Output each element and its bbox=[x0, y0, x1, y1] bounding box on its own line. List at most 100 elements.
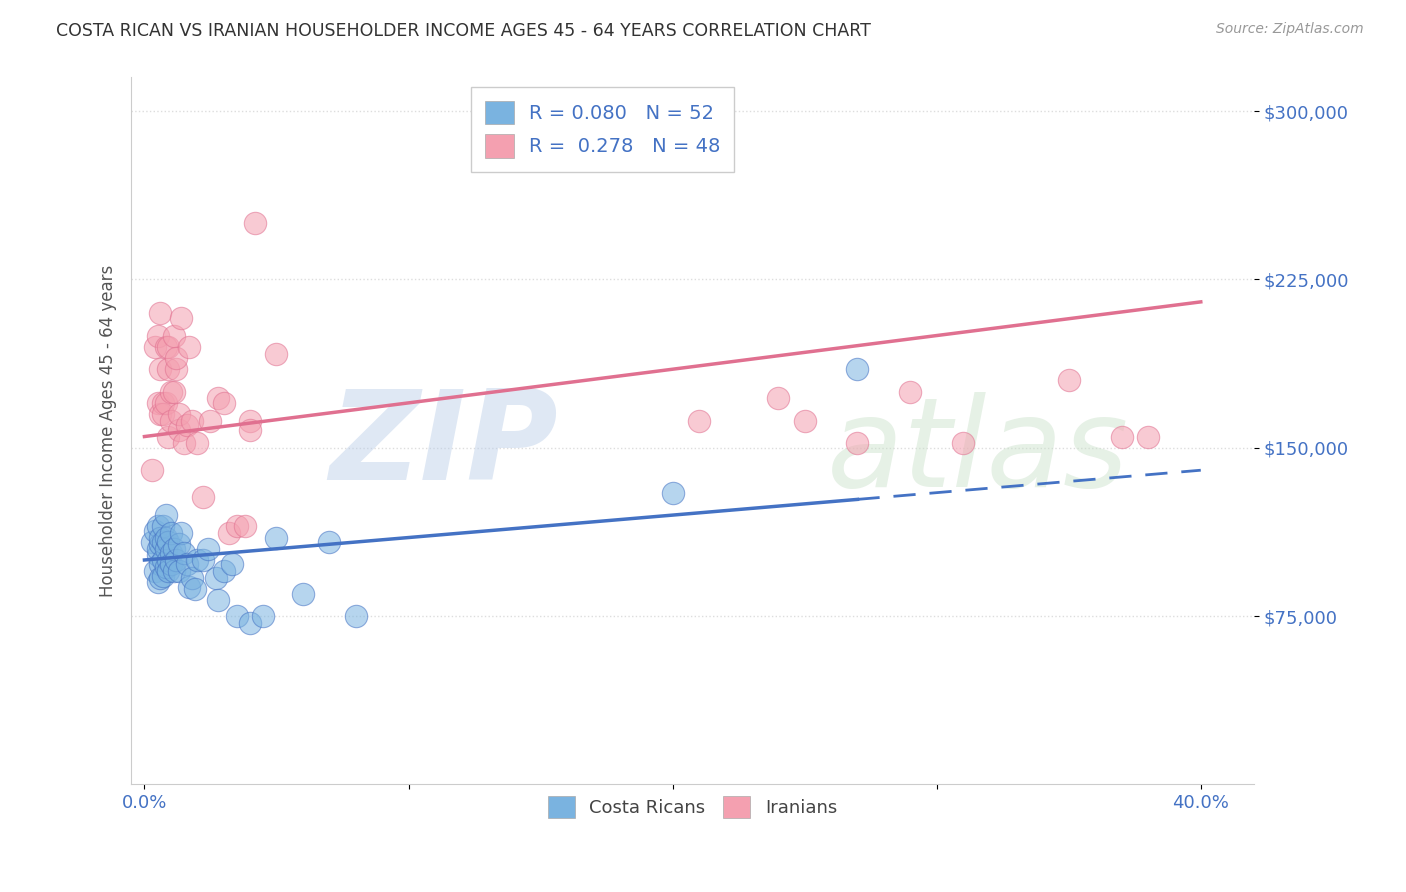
Text: atlas: atlas bbox=[827, 392, 1129, 513]
Point bbox=[173, 436, 195, 450]
Point bbox=[167, 423, 190, 437]
Point bbox=[149, 306, 172, 320]
Point bbox=[239, 423, 262, 437]
Point bbox=[146, 549, 169, 563]
Point bbox=[318, 535, 340, 549]
Point bbox=[167, 564, 190, 578]
Point bbox=[162, 541, 184, 556]
Point bbox=[291, 587, 314, 601]
Point bbox=[149, 537, 172, 551]
Point bbox=[157, 535, 180, 549]
Point bbox=[141, 535, 163, 549]
Point bbox=[191, 553, 214, 567]
Point bbox=[221, 558, 243, 572]
Point bbox=[225, 609, 247, 624]
Point bbox=[155, 340, 177, 354]
Point bbox=[162, 328, 184, 343]
Point bbox=[146, 519, 169, 533]
Point bbox=[160, 526, 183, 541]
Point bbox=[149, 558, 172, 572]
Point bbox=[165, 553, 187, 567]
Point bbox=[160, 414, 183, 428]
Point bbox=[239, 414, 262, 428]
Point bbox=[176, 558, 198, 572]
Point bbox=[1057, 373, 1080, 387]
Point bbox=[186, 553, 208, 567]
Point bbox=[167, 537, 190, 551]
Point bbox=[165, 362, 187, 376]
Point bbox=[207, 593, 229, 607]
Point bbox=[266, 346, 288, 360]
Point bbox=[212, 396, 235, 410]
Point bbox=[152, 407, 174, 421]
Point bbox=[146, 328, 169, 343]
Point bbox=[167, 407, 190, 421]
Point bbox=[143, 524, 166, 538]
Point bbox=[768, 392, 790, 406]
Point bbox=[152, 535, 174, 549]
Point bbox=[155, 508, 177, 522]
Point bbox=[212, 564, 235, 578]
Point bbox=[1111, 429, 1133, 443]
Point bbox=[197, 541, 219, 556]
Point bbox=[952, 436, 974, 450]
Point bbox=[155, 396, 177, 410]
Point bbox=[157, 564, 180, 578]
Point bbox=[181, 414, 204, 428]
Point bbox=[152, 519, 174, 533]
Point bbox=[152, 396, 174, 410]
Y-axis label: Householder Income Ages 45 - 64 years: Householder Income Ages 45 - 64 years bbox=[100, 265, 117, 597]
Point bbox=[233, 519, 256, 533]
Point bbox=[149, 407, 172, 421]
Legend: Costa Ricans, Iranians: Costa Ricans, Iranians bbox=[540, 789, 845, 825]
Point bbox=[146, 396, 169, 410]
Point bbox=[181, 571, 204, 585]
Point bbox=[266, 531, 288, 545]
Point bbox=[149, 362, 172, 376]
Point bbox=[160, 558, 183, 572]
Point bbox=[898, 384, 921, 399]
Point bbox=[179, 340, 201, 354]
Point bbox=[239, 615, 262, 630]
Point bbox=[165, 351, 187, 365]
Point bbox=[155, 531, 177, 545]
Point bbox=[688, 414, 710, 428]
Point bbox=[846, 436, 869, 450]
Point bbox=[245, 216, 267, 230]
Point bbox=[200, 414, 222, 428]
Point bbox=[155, 559, 177, 574]
Point bbox=[204, 571, 226, 585]
Point bbox=[155, 541, 177, 556]
Text: Source: ZipAtlas.com: Source: ZipAtlas.com bbox=[1216, 22, 1364, 37]
Point bbox=[157, 362, 180, 376]
Point bbox=[218, 526, 240, 541]
Point bbox=[207, 392, 229, 406]
Point bbox=[143, 340, 166, 354]
Point bbox=[793, 414, 815, 428]
Point bbox=[157, 553, 180, 567]
Point bbox=[170, 310, 193, 325]
Point bbox=[846, 362, 869, 376]
Point bbox=[179, 580, 201, 594]
Point bbox=[157, 429, 180, 443]
Point bbox=[141, 463, 163, 477]
Text: COSTA RICAN VS IRANIAN HOUSEHOLDER INCOME AGES 45 - 64 YEARS CORRELATION CHART: COSTA RICAN VS IRANIAN HOUSEHOLDER INCOM… bbox=[56, 22, 872, 40]
Point bbox=[252, 609, 274, 624]
Point bbox=[160, 384, 183, 399]
Text: ZIP: ZIP bbox=[329, 384, 558, 506]
Point bbox=[191, 490, 214, 504]
Point bbox=[160, 546, 183, 560]
Point bbox=[152, 568, 174, 582]
Point bbox=[146, 575, 169, 590]
Point bbox=[149, 531, 172, 545]
Point bbox=[225, 519, 247, 533]
Point bbox=[1136, 429, 1159, 443]
Point bbox=[157, 340, 180, 354]
Point bbox=[146, 541, 169, 556]
Point bbox=[173, 546, 195, 560]
Point bbox=[344, 609, 367, 624]
Point bbox=[183, 582, 205, 596]
Point bbox=[170, 526, 193, 541]
Point bbox=[162, 564, 184, 578]
Point bbox=[162, 384, 184, 399]
